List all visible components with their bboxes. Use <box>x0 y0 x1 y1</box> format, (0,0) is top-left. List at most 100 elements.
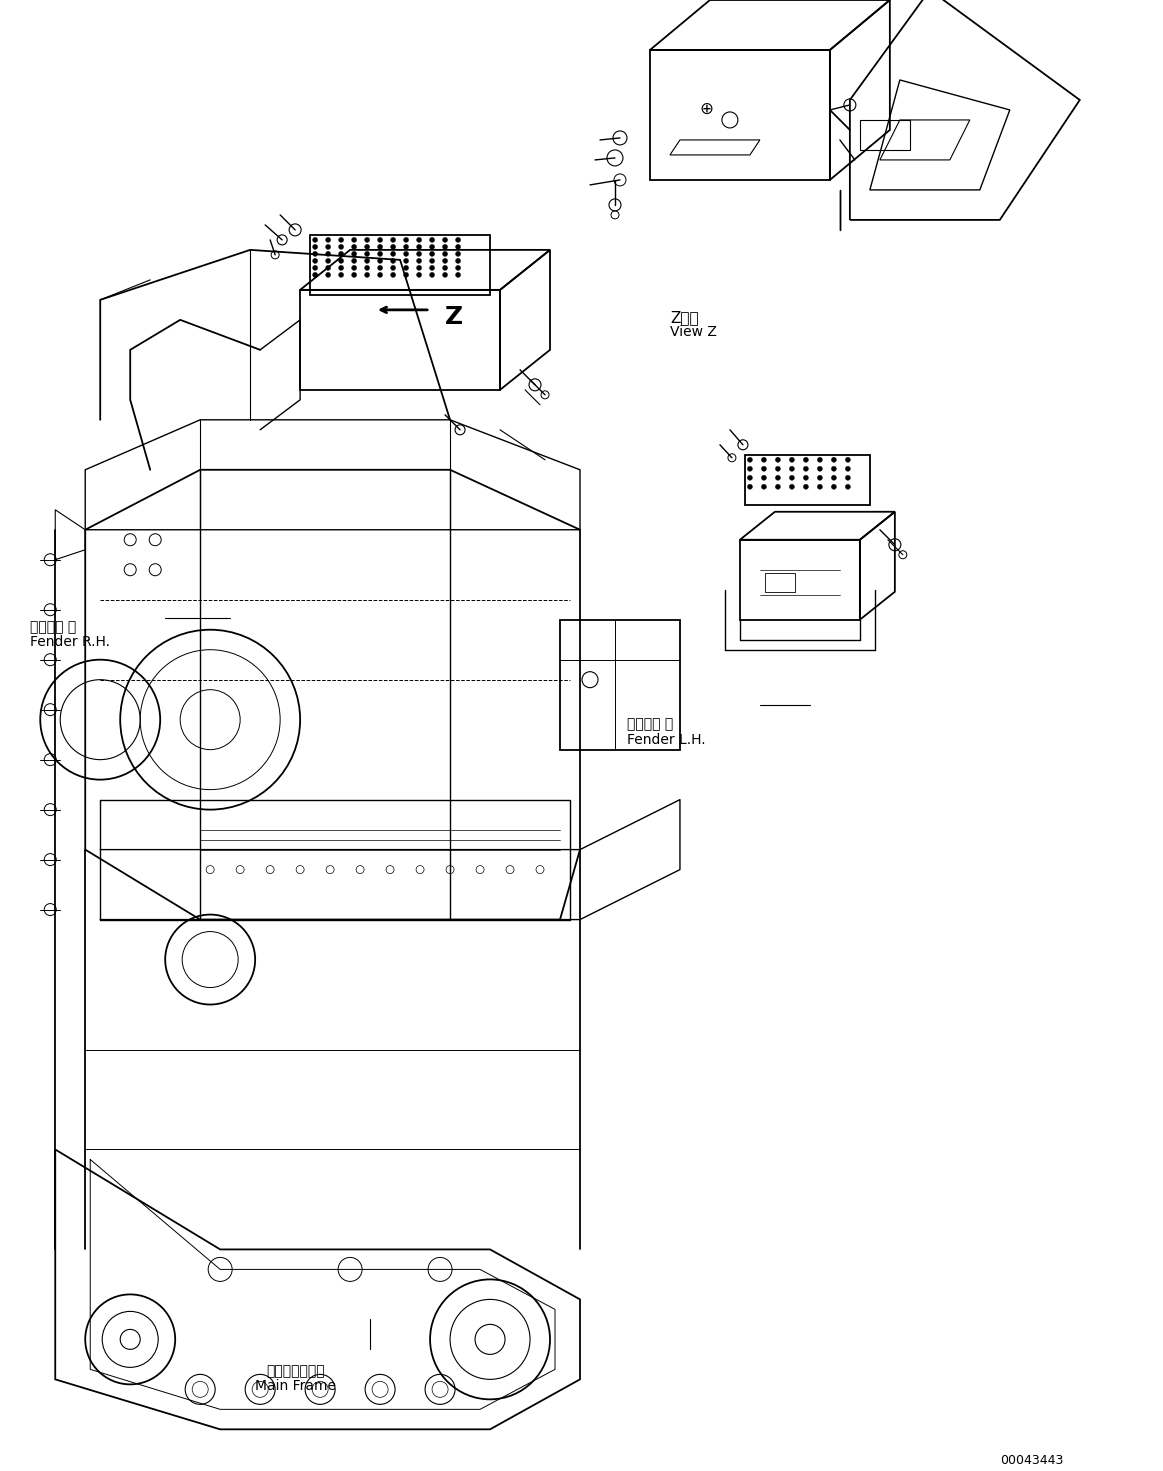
Circle shape <box>404 259 408 263</box>
Circle shape <box>832 466 836 471</box>
Circle shape <box>790 475 794 480</box>
Circle shape <box>391 259 395 263</box>
Circle shape <box>748 457 752 462</box>
Circle shape <box>429 272 435 278</box>
Circle shape <box>416 272 421 278</box>
Circle shape <box>364 237 370 243</box>
Circle shape <box>443 272 448 278</box>
Circle shape <box>391 252 395 256</box>
Circle shape <box>313 265 317 271</box>
Circle shape <box>818 457 822 462</box>
Circle shape <box>404 265 408 271</box>
Circle shape <box>313 272 317 278</box>
Circle shape <box>404 237 408 243</box>
Circle shape <box>378 259 383 263</box>
Circle shape <box>391 265 395 271</box>
Circle shape <box>429 265 435 271</box>
Circle shape <box>456 265 461 271</box>
Circle shape <box>326 237 330 243</box>
Circle shape <box>832 475 836 480</box>
Circle shape <box>378 252 383 256</box>
Circle shape <box>364 272 370 278</box>
Circle shape <box>378 244 383 250</box>
Circle shape <box>429 244 435 250</box>
Circle shape <box>351 259 357 263</box>
Circle shape <box>326 252 330 256</box>
Circle shape <box>456 259 461 263</box>
Circle shape <box>338 265 343 271</box>
Circle shape <box>818 484 822 490</box>
Circle shape <box>748 475 752 480</box>
Circle shape <box>351 272 357 278</box>
Circle shape <box>443 244 448 250</box>
Circle shape <box>416 265 421 271</box>
Circle shape <box>429 259 435 263</box>
Circle shape <box>443 252 448 256</box>
Circle shape <box>416 244 421 250</box>
Circle shape <box>416 252 421 256</box>
Circle shape <box>804 484 808 490</box>
Circle shape <box>338 237 343 243</box>
Circle shape <box>790 466 794 471</box>
Circle shape <box>404 244 408 250</box>
Circle shape <box>313 252 317 256</box>
Circle shape <box>326 244 330 250</box>
Circle shape <box>443 237 448 243</box>
Text: Fender R.H.: Fender R.H. <box>30 634 110 649</box>
Circle shape <box>832 457 836 462</box>
Circle shape <box>404 272 408 278</box>
Circle shape <box>776 484 780 490</box>
Circle shape <box>326 265 330 271</box>
Circle shape <box>748 466 752 471</box>
Circle shape <box>364 259 370 263</box>
Circle shape <box>351 252 357 256</box>
Circle shape <box>313 237 317 243</box>
Circle shape <box>748 484 752 490</box>
Circle shape <box>790 484 794 490</box>
Circle shape <box>416 259 421 263</box>
Circle shape <box>456 244 461 250</box>
Circle shape <box>818 475 822 480</box>
Circle shape <box>762 457 766 462</box>
Circle shape <box>443 259 448 263</box>
Circle shape <box>351 265 357 271</box>
Text: Z　視: Z 視 <box>670 310 699 325</box>
Text: Z: Z <box>445 304 463 330</box>
Text: View Z: View Z <box>670 325 716 338</box>
Circle shape <box>762 466 766 471</box>
Circle shape <box>404 252 408 256</box>
Circle shape <box>338 259 343 263</box>
Circle shape <box>762 484 766 490</box>
Circle shape <box>364 244 370 250</box>
Circle shape <box>313 244 317 250</box>
Circle shape <box>776 457 780 462</box>
Circle shape <box>776 475 780 480</box>
Text: Main Frame: Main Frame <box>255 1380 336 1393</box>
Circle shape <box>351 237 357 243</box>
Circle shape <box>338 252 343 256</box>
Circle shape <box>364 252 370 256</box>
Circle shape <box>762 475 766 480</box>
Circle shape <box>378 265 383 271</box>
Circle shape <box>351 244 357 250</box>
Circle shape <box>429 237 435 243</box>
Circle shape <box>456 237 461 243</box>
Circle shape <box>456 272 461 278</box>
Circle shape <box>391 237 395 243</box>
Text: メインフレーム: メインフレーム <box>266 1365 324 1378</box>
Circle shape <box>846 484 850 490</box>
Text: ⊕: ⊕ <box>700 100 714 118</box>
Circle shape <box>364 265 370 271</box>
Text: Fender L.H.: Fender L.H. <box>627 733 706 747</box>
Circle shape <box>338 272 343 278</box>
Circle shape <box>776 466 780 471</box>
Text: フェンダ 左: フェンダ 左 <box>627 718 673 731</box>
Circle shape <box>846 457 850 462</box>
Circle shape <box>313 259 317 263</box>
Circle shape <box>804 475 808 480</box>
Circle shape <box>391 272 395 278</box>
Circle shape <box>456 252 461 256</box>
Circle shape <box>804 466 808 471</box>
Circle shape <box>443 265 448 271</box>
Circle shape <box>429 252 435 256</box>
